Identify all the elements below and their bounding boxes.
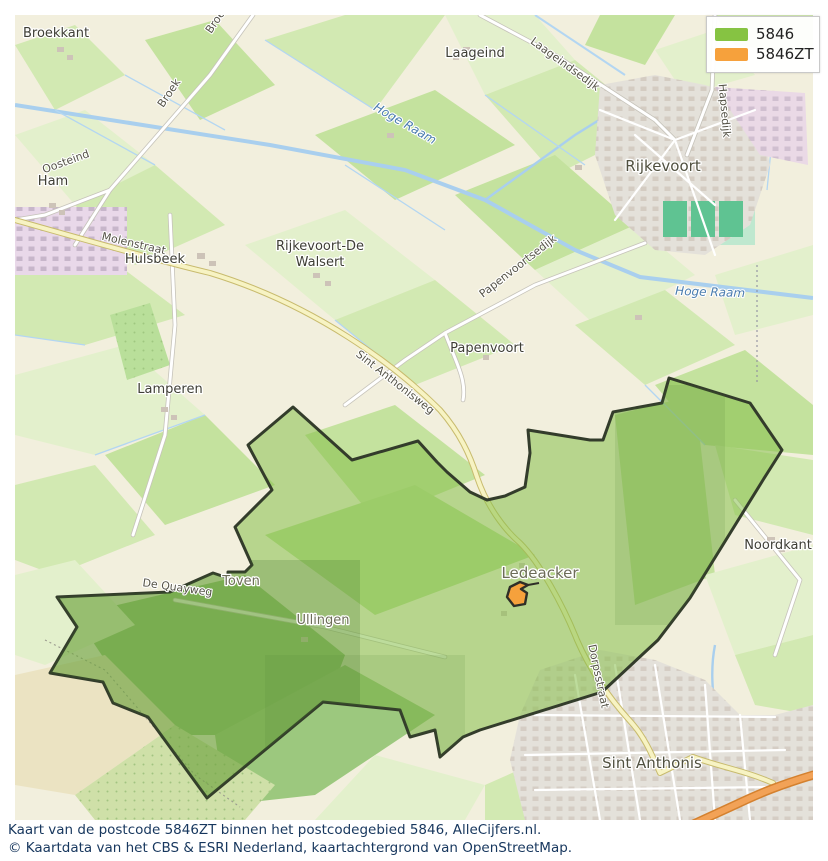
map-caption: Kaart van de postcode 5846ZT binnen het … <box>8 821 820 857</box>
label-hoge-raam-2: Hoge Raam <box>675 284 745 300</box>
label-papenvoort: Papenvoort <box>450 341 524 356</box>
label-hulsbeek: Hulsbeek <box>125 252 186 267</box>
legend-swatch-5846 <box>715 27 748 41</box>
label-walsert-2: Walsert <box>296 255 345 270</box>
caption-line-1: Kaart van de postcode 5846ZT binnen het … <box>8 822 542 838</box>
legend-item-5846zt: 5846ZT <box>715 45 814 63</box>
postcode-5846-polygon[interactable] <box>48 376 784 800</box>
legend-label-5846: 5846 <box>756 25 795 43</box>
caption-line-2: © Kaartdata van het CBS & ESRI Nederland… <box>8 840 573 856</box>
legend-item-5846: 5846 <box>715 25 811 43</box>
label-broekkant: Broekkant <box>23 26 89 41</box>
postcode-5846zt-polygon[interactable] <box>505 580 530 608</box>
label-rijkevoort: Rijkevoort <box>625 157 701 175</box>
label-lamperen: Lamperen <box>137 382 202 397</box>
label-hapsedijk-road: Hapsedijk <box>716 83 734 139</box>
postcode-area-5846zt[interactable] <box>505 580 540 608</box>
label-laageind: Laageind <box>445 46 505 61</box>
label-walsert-1: Rijkevoort-De <box>276 239 364 254</box>
label-toven: Toven <box>221 574 260 589</box>
map-legend: 5846 5846ZT <box>706 16 820 73</box>
label-ham: Ham <box>38 174 68 189</box>
map[interactable]: Broekkant Laageind Ham Oosteind Broek Br… <box>15 15 813 820</box>
label-ledeacker: Ledeacker <box>501 564 579 582</box>
map-canvas[interactable]: Broekkant Laageind Ham Oosteind Broek Br… <box>15 15 813 820</box>
legend-swatch-5846zt <box>715 47 748 61</box>
legend-label-5846zt: 5846ZT <box>756 45 814 63</box>
label-ullingen: Ullingen <box>296 613 349 628</box>
label-noordkant: Noordkant <box>744 538 812 553</box>
label-sint-anthonis: Sint Anthonis <box>602 754 702 772</box>
